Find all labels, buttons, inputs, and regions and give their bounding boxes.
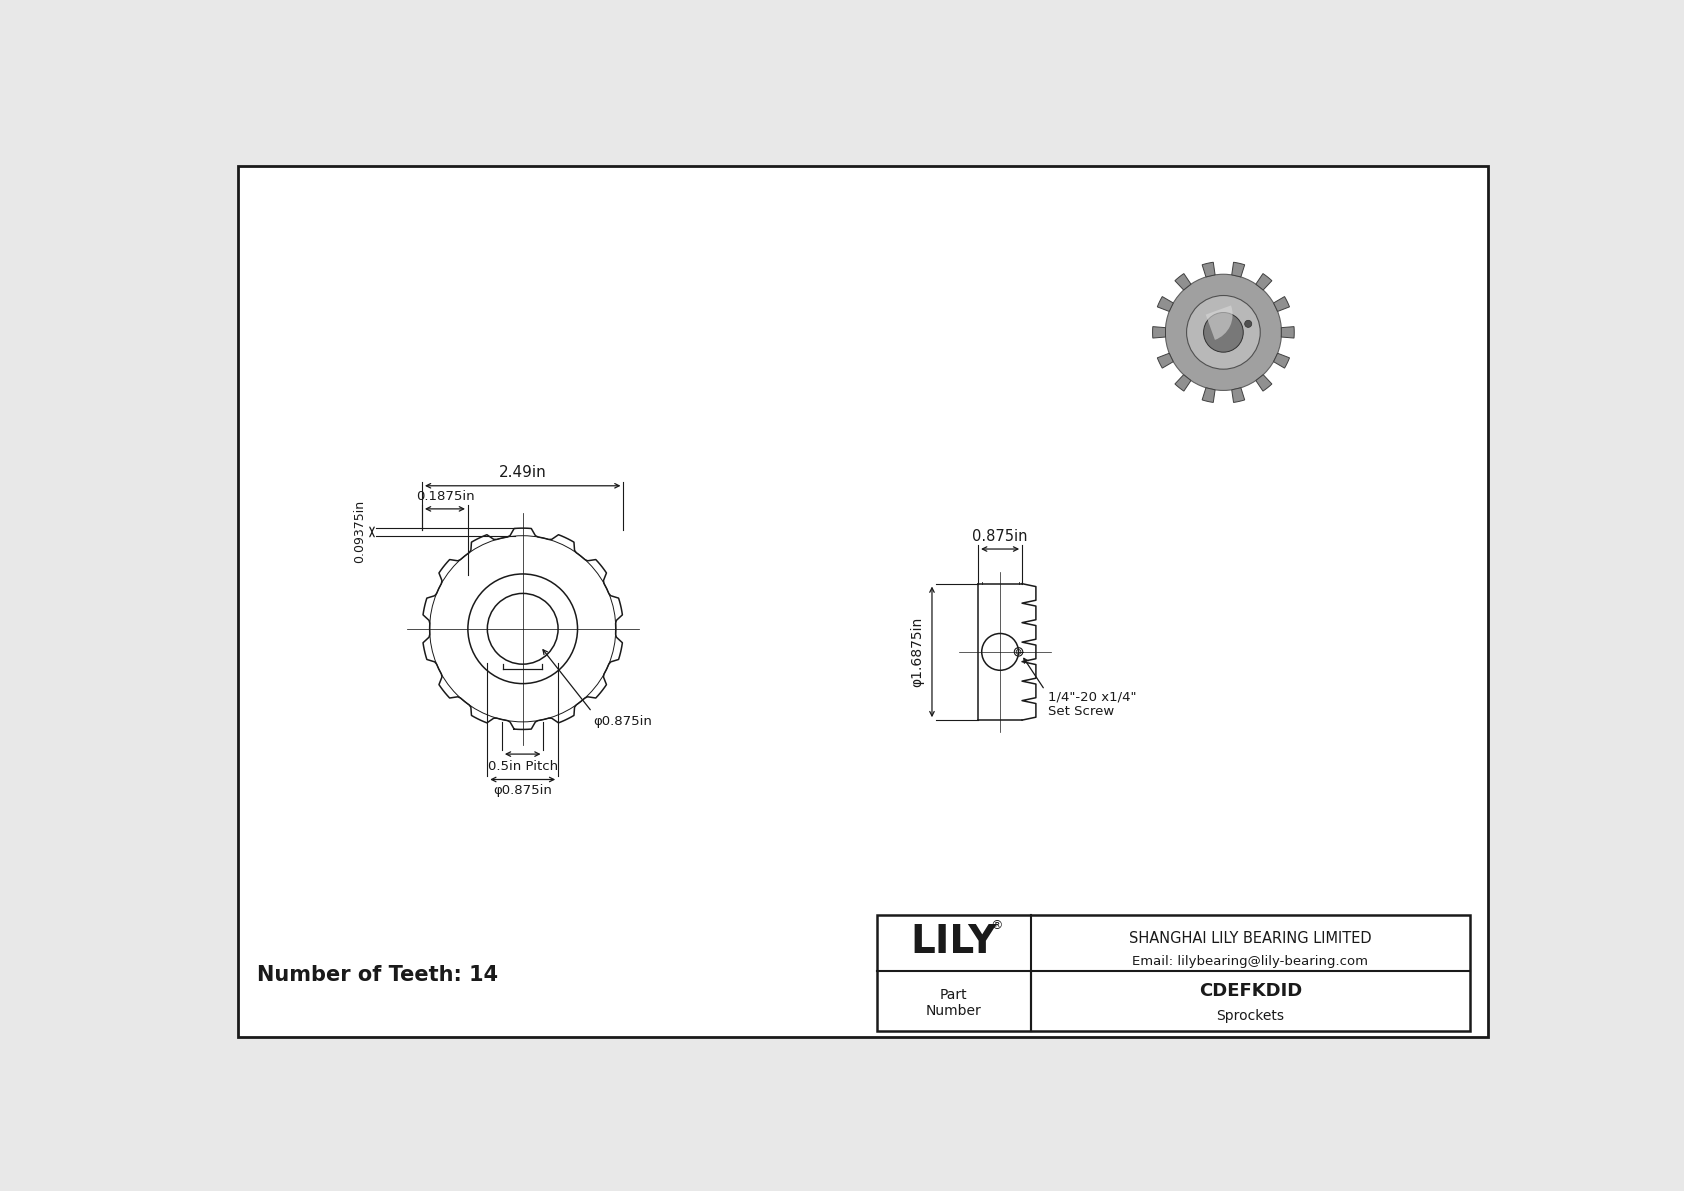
Polygon shape bbox=[1231, 388, 1244, 403]
Wedge shape bbox=[1206, 305, 1233, 339]
Polygon shape bbox=[1256, 375, 1271, 391]
Polygon shape bbox=[1273, 297, 1290, 311]
Circle shape bbox=[1165, 274, 1282, 391]
Circle shape bbox=[1187, 295, 1260, 369]
Polygon shape bbox=[1157, 354, 1174, 368]
Text: LILY: LILY bbox=[911, 923, 997, 961]
Text: CDEFKDID: CDEFKDID bbox=[1199, 983, 1302, 1000]
Text: φ0.875in: φ0.875in bbox=[593, 715, 652, 728]
Text: 1/4"-20 x1/4"
Set Screw: 1/4"-20 x1/4" Set Screw bbox=[1047, 690, 1137, 718]
Polygon shape bbox=[1152, 326, 1165, 338]
Polygon shape bbox=[1273, 354, 1290, 368]
Text: Number of Teeth: 14: Number of Teeth: 14 bbox=[258, 965, 498, 985]
Text: 0.875in: 0.875in bbox=[972, 529, 1027, 543]
Polygon shape bbox=[1175, 274, 1191, 289]
Polygon shape bbox=[1282, 326, 1295, 338]
Text: SHANGHAI LILY BEARING LIMITED: SHANGHAI LILY BEARING LIMITED bbox=[1128, 931, 1372, 946]
Text: 2.49in: 2.49in bbox=[498, 466, 547, 480]
Circle shape bbox=[1204, 312, 1243, 353]
Text: Sprockets: Sprockets bbox=[1216, 1009, 1285, 1023]
Polygon shape bbox=[1175, 375, 1191, 391]
Polygon shape bbox=[1202, 388, 1216, 403]
Polygon shape bbox=[1157, 297, 1174, 311]
Text: Part
Number: Part Number bbox=[926, 987, 982, 1018]
Text: φ1.6875in: φ1.6875in bbox=[911, 617, 925, 687]
Bar bbox=[877, 915, 1470, 1030]
Text: 0.09375in: 0.09375in bbox=[354, 500, 365, 563]
Text: φ0.875in: φ0.875in bbox=[493, 784, 552, 797]
Text: ®: ® bbox=[990, 919, 1002, 933]
Circle shape bbox=[1244, 320, 1251, 328]
Text: Email: lilybearing@lily-bearing.com: Email: lilybearing@lily-bearing.com bbox=[1132, 955, 1369, 968]
Text: 0.5in Pitch: 0.5in Pitch bbox=[488, 760, 557, 773]
Polygon shape bbox=[1256, 274, 1271, 289]
Polygon shape bbox=[1231, 262, 1244, 278]
Polygon shape bbox=[1202, 262, 1216, 278]
Text: 0.1875in: 0.1875in bbox=[416, 491, 475, 504]
